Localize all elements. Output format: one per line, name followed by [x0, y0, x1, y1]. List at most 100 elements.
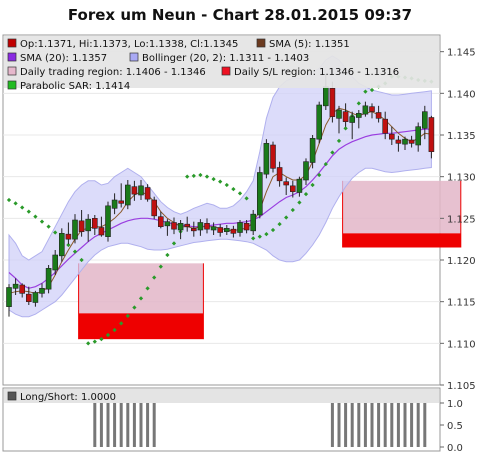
sar-dot: [171, 241, 177, 246]
long-short-bar: [383, 403, 387, 447]
sar-dot: [257, 234, 262, 239]
sar-dot: [224, 182, 229, 188]
sar-dot: [26, 209, 31, 214]
candle-body: [184, 223, 190, 227]
bollinger-band: [8, 55, 432, 318]
long-short-bar: [146, 403, 150, 447]
legend-swatch-6: [7, 80, 17, 90]
long-short-panel: 0.0 0.5 1.0 Long/Short: 1.0000: [4, 389, 463, 454]
long-short-bar: [416, 403, 420, 447]
y-tick-label: 1.130: [447, 173, 476, 184]
sar-dot: [218, 179, 223, 184]
legend-text-3: Bollinger (20, 2): 1.1311 - 1.1403: [142, 53, 309, 64]
long-short-bar: [106, 403, 110, 447]
long-short-bar: [132, 403, 136, 447]
sub-y-tick-label: 0.0: [447, 443, 463, 454]
y-tick-label: 1.125: [447, 214, 476, 225]
candle-body: [329, 88, 336, 117]
chart-title: Forex um Neun - Chart 28.01.2015 09:37: [68, 6, 412, 24]
sar-dot: [297, 200, 302, 205]
candle-body: [32, 292, 39, 303]
legend-text-2: SMA (20): 1.1357: [20, 53, 107, 64]
y-tick-label: 1.135: [447, 131, 476, 142]
sar-dot: [270, 227, 276, 233]
long-short-bar: [410, 403, 414, 447]
trading-region-0: [78, 263, 204, 314]
long-short-bar: [370, 403, 374, 447]
candle-body: [125, 184, 131, 206]
candle-body: [58, 233, 65, 257]
sar-dot: [20, 205, 25, 210]
candle-body: [428, 117, 435, 152]
candle-body: [355, 113, 362, 118]
sar-dot: [145, 286, 150, 291]
sar-dot: [13, 201, 18, 206]
sar-dot: [323, 162, 328, 167]
sar-dot: [264, 232, 269, 237]
sub-y-tick-label: 0.5: [447, 421, 463, 432]
sar-dot: [53, 230, 58, 235]
long-short-bar: [344, 403, 348, 447]
candle-body: [111, 199, 118, 209]
candle-body: [415, 126, 422, 146]
legend-swatch-4: [7, 66, 17, 76]
sar-dot: [290, 207, 295, 213]
legend-swatch-3: [129, 52, 139, 62]
candle-body: [72, 219, 78, 240]
sar-dot: [46, 224, 51, 229]
candle-body: [276, 167, 283, 182]
candle-body: [237, 222, 243, 233]
candle-body: [421, 111, 428, 129]
candle-body: [408, 139, 415, 144]
candle-body: [210, 226, 217, 231]
sar-dot: [138, 296, 144, 301]
long-short-bar: [330, 403, 334, 447]
legend-swatch-5: [221, 66, 231, 76]
sar-dot: [330, 150, 335, 155]
bollinger-band-area: [8, 55, 432, 318]
legend-box: [4, 36, 439, 88]
candle-body: [39, 288, 45, 294]
y-tick-label: 1.110: [447, 339, 476, 350]
sar-dot: [33, 214, 38, 219]
candle-body: [395, 139, 402, 144]
candle-body: [296, 178, 303, 193]
legend: Op:1.1371, Hi:1.1373, Lo:1.1338, Cl:1.13…: [7, 38, 399, 92]
candle-body: [230, 228, 237, 234]
trading-region-1: [342, 180, 461, 234]
candle-body: [191, 228, 197, 232]
candle-body: [45, 268, 52, 290]
sar-dot: [6, 197, 12, 203]
sar-dot: [152, 275, 157, 280]
sub-legend-box: [4, 389, 439, 403]
candle-body: [250, 213, 256, 232]
candle-body: [369, 106, 375, 112]
candle-body: [25, 293, 32, 302]
sar-dot: [132, 305, 137, 310]
candle-body: [164, 221, 171, 227]
candle-body: [316, 104, 323, 140]
sar-dot: [310, 182, 315, 188]
sar-dot: [204, 174, 210, 179]
candle-body: [402, 138, 408, 145]
long-short-bar: [390, 403, 394, 447]
candle-body: [177, 223, 184, 231]
legend-text-1: SMA (5): 1.1351: [269, 39, 350, 50]
candle-body: [388, 133, 395, 140]
sar-dot: [336, 138, 342, 143]
long-short-bar: [152, 403, 156, 447]
candle-body: [217, 227, 223, 233]
candle-body: [322, 86, 329, 107]
candle-body: [382, 118, 389, 134]
candle-body: [204, 223, 210, 230]
candle-body: [138, 185, 144, 196]
legend-text-6: Parabolic SAR: 1.1414: [20, 81, 130, 92]
long-short-bar: [93, 403, 97, 447]
long-short-bar: [350, 403, 354, 447]
daily-regions: [78, 180, 462, 340]
long-short-bar: [377, 403, 381, 447]
candle-body: [151, 199, 157, 217]
sl-region-1: [342, 233, 461, 248]
long-short-bar: [423, 403, 427, 447]
sar-dot: [277, 222, 282, 227]
